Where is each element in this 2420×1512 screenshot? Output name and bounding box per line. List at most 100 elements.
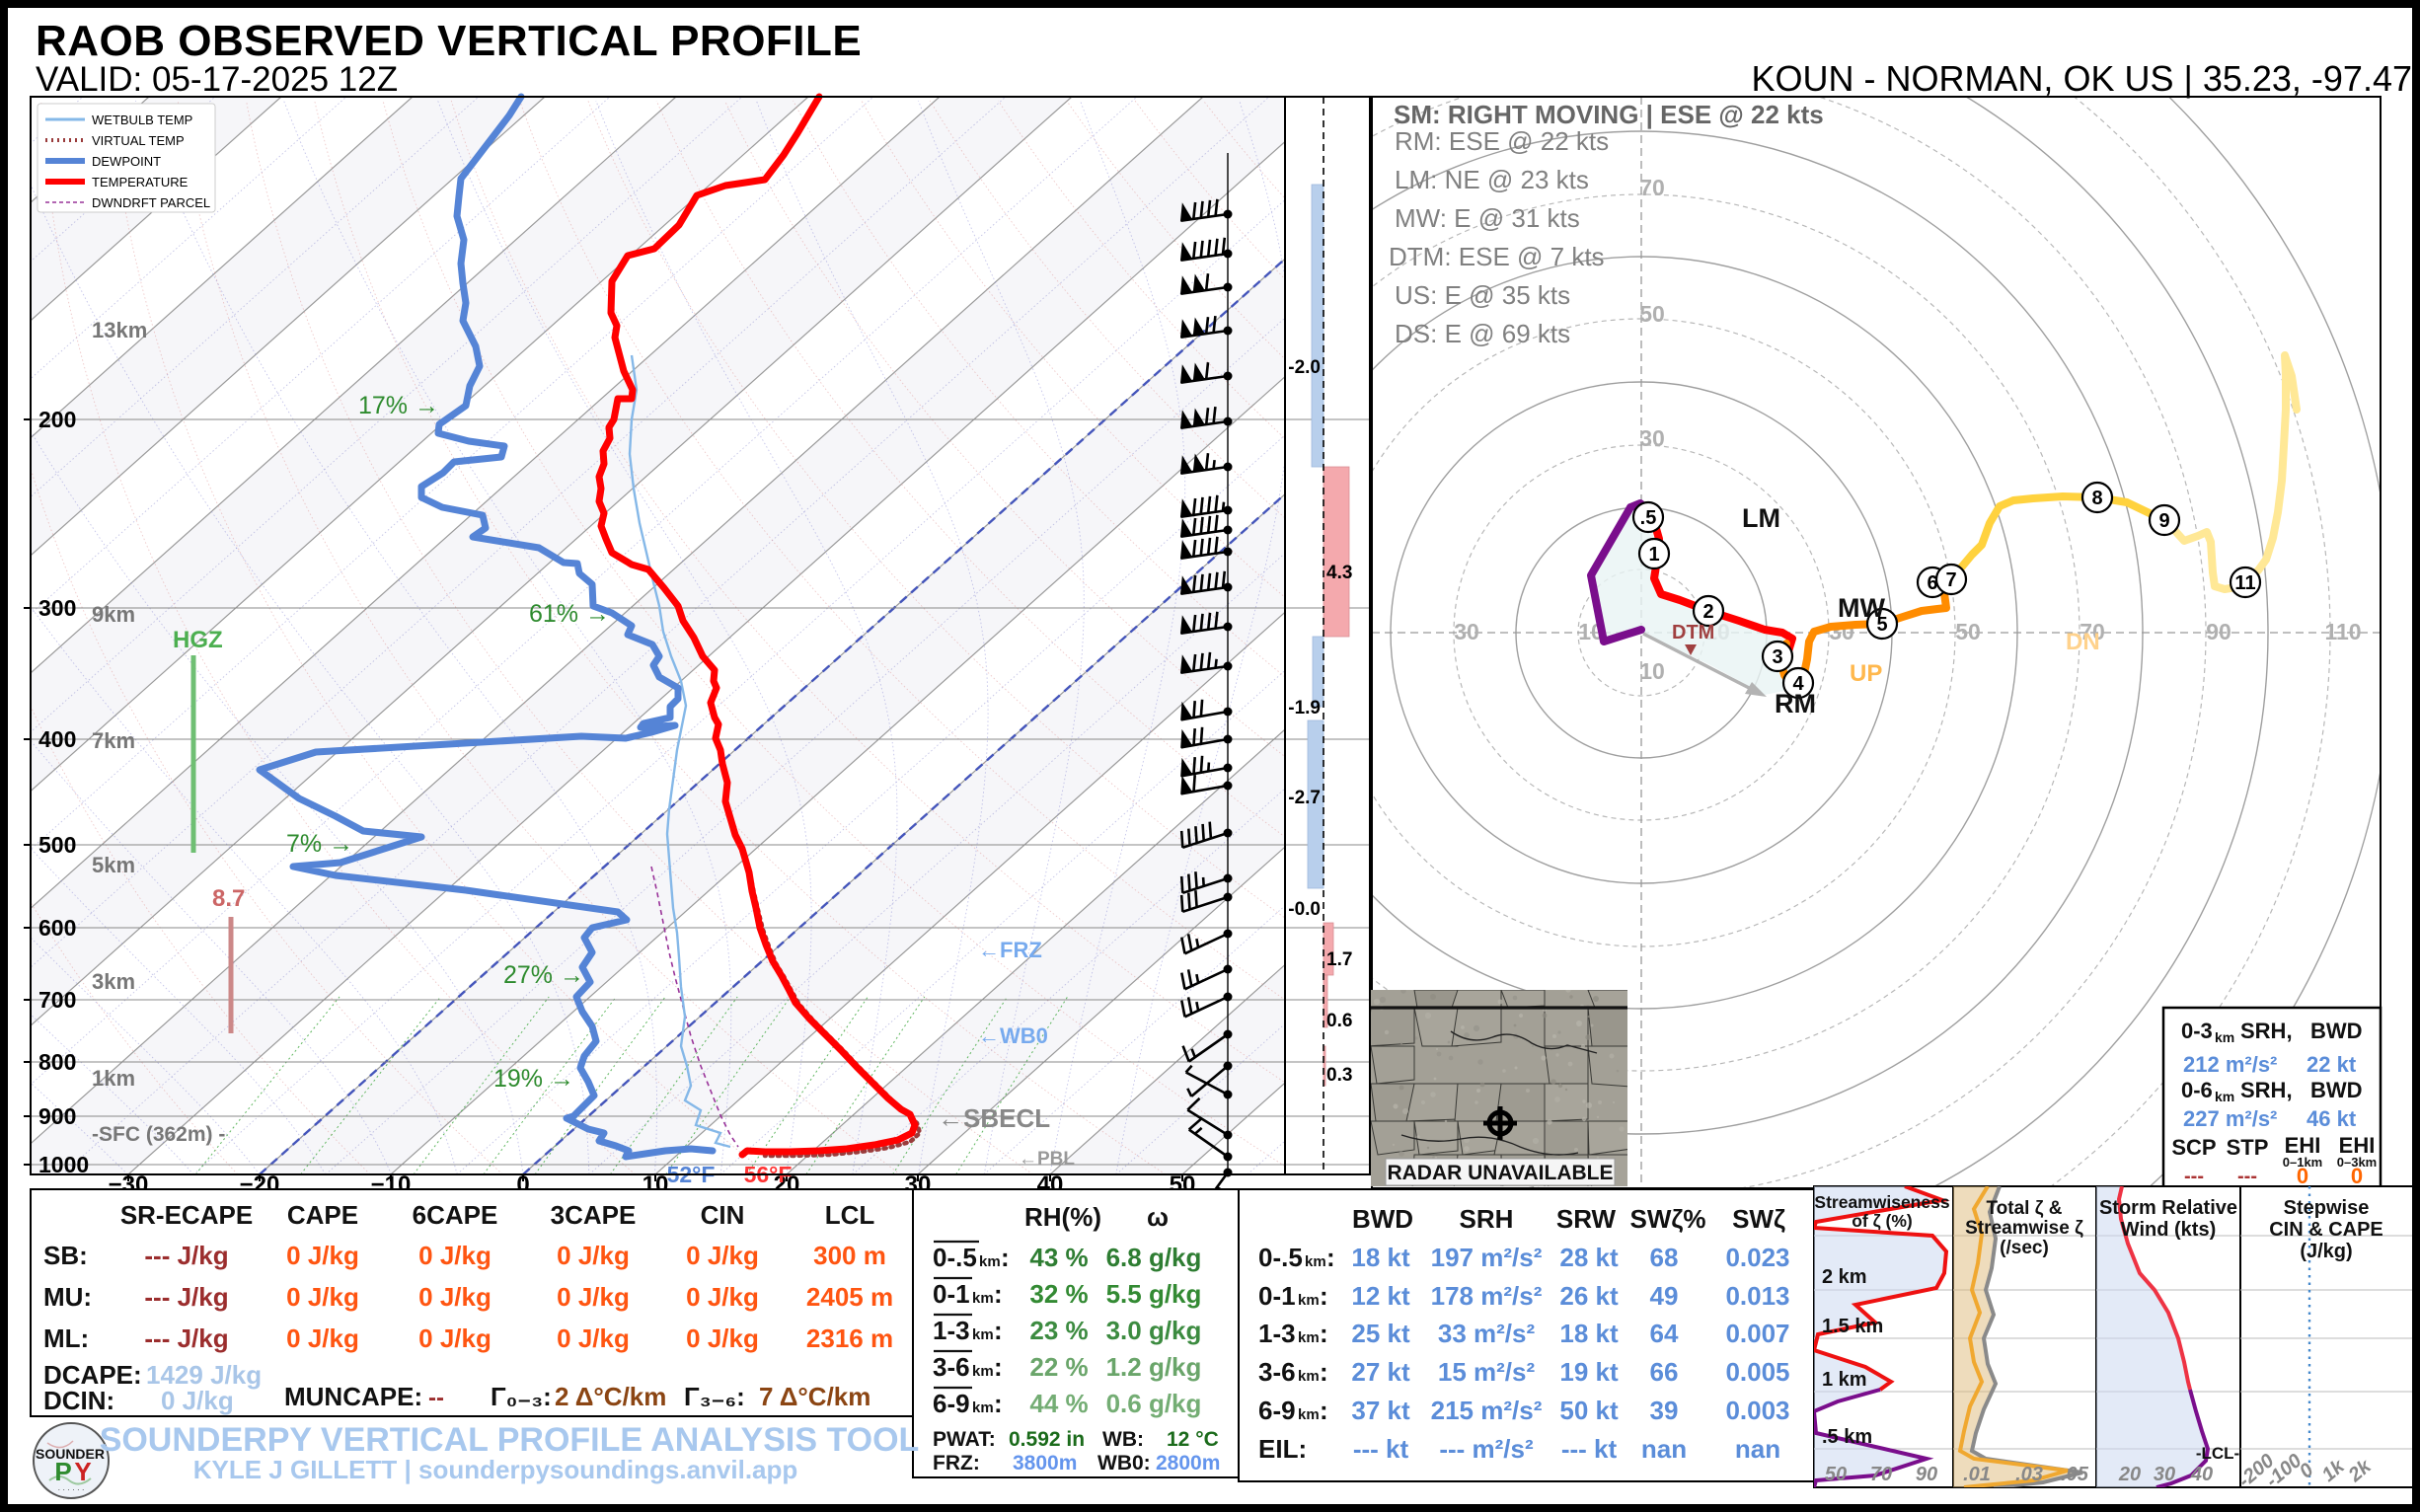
svg-text::: : bbox=[1320, 1357, 1328, 1387]
svg-text:50: 50 bbox=[1825, 1464, 1847, 1485]
svg-text::: : bbox=[994, 1352, 1003, 1382]
svg-text:←WB0: ←WB0 bbox=[978, 1023, 1048, 1048]
svg-text:0-6: 0-6 bbox=[2181, 1078, 2213, 1102]
svg-text:2316 m: 2316 m bbox=[806, 1323, 893, 1353]
svg-text:49: 49 bbox=[1650, 1281, 1679, 1311]
svg-text:70: 70 bbox=[2080, 619, 2105, 644]
svg-text:DWNDRFT PARCEL: DWNDRFT PARCEL bbox=[92, 195, 210, 210]
svg-text:BWD: BWD bbox=[2310, 1019, 2363, 1043]
svg-text:3CAPE: 3CAPE bbox=[551, 1200, 637, 1230]
svg-text:4.3: 4.3 bbox=[1326, 563, 1352, 583]
svg-text:64: 64 bbox=[1650, 1319, 1679, 1348]
svg-text:DTM: DTM bbox=[1672, 622, 1714, 643]
svg-text:5: 5 bbox=[1876, 614, 1887, 636]
svg-text:←FRZ: ←FRZ bbox=[978, 938, 1042, 962]
svg-text:--: -- bbox=[428, 1385, 444, 1411]
svg-text:WB:: WB: bbox=[1102, 1428, 1144, 1451]
svg-text:--- J/kg: --- J/kg bbox=[144, 1241, 228, 1270]
svg-text:RM: RM bbox=[1775, 689, 1816, 718]
svg-text:6-9: 6-9 bbox=[1258, 1396, 1296, 1425]
svg-text:.5: .5 bbox=[1640, 507, 1657, 529]
svg-text:0.592 in: 0.592 in bbox=[1009, 1428, 1085, 1451]
svg-text::: : bbox=[1320, 1281, 1328, 1311]
svg-text:600: 600 bbox=[38, 915, 76, 941]
svg-text:0.023: 0.023 bbox=[1725, 1243, 1789, 1272]
svg-text:68: 68 bbox=[1650, 1243, 1679, 1272]
svg-text:km: km bbox=[972, 1399, 994, 1416]
svg-text:46 kt: 46 kt bbox=[2307, 1106, 2357, 1131]
svg-text::: : bbox=[1326, 1243, 1335, 1272]
svg-text:Streamwise ζ: Streamwise ζ bbox=[1965, 1218, 2083, 1239]
svg-text:8.7: 8.7 bbox=[212, 885, 245, 912]
svg-text:0–1km: 0–1km bbox=[2283, 1155, 2322, 1170]
svg-text:13km: 13km bbox=[92, 318, 147, 342]
svg-text:--- kt: --- kt bbox=[1561, 1434, 1618, 1464]
svg-text:0-.5: 0-.5 bbox=[1258, 1243, 1303, 1272]
svg-text:RH(%): RH(%) bbox=[1024, 1202, 1101, 1232]
svg-text:DN: DN bbox=[2066, 629, 2100, 655]
svg-text:ML:: ML: bbox=[43, 1323, 89, 1353]
svg-text:LM: LM bbox=[1742, 503, 1780, 533]
svg-text:26 kt: 26 kt bbox=[1559, 1281, 1619, 1311]
svg-text:US: E @ 35 kts: US: E @ 35 kts bbox=[1395, 280, 1570, 310]
svg-text:EHI: EHI bbox=[2339, 1133, 2376, 1158]
svg-text:500: 500 bbox=[38, 832, 76, 858]
svg-text:-0.0: -0.0 bbox=[1288, 899, 1321, 920]
svg-text:5.5 g/kg: 5.5 g/kg bbox=[1106, 1279, 1202, 1309]
svg-text:km: km bbox=[2215, 1029, 2234, 1045]
svg-text:400: 400 bbox=[38, 726, 76, 752]
svg-text:215 m²/s²: 215 m²/s² bbox=[1431, 1396, 1543, 1425]
svg-text:BWD: BWD bbox=[1352, 1204, 1413, 1234]
svg-text:0 J/kg: 0 J/kg bbox=[557, 1282, 630, 1312]
svg-text:1-3: 1-3 bbox=[933, 1316, 970, 1345]
svg-text:-1.9: -1.9 bbox=[1288, 698, 1321, 718]
svg-text::: : bbox=[1001, 1243, 1010, 1272]
svg-text:CAPE: CAPE bbox=[287, 1200, 358, 1230]
svg-text:0 J/kg: 0 J/kg bbox=[286, 1323, 359, 1353]
svg-text:MW: E @ 31 kts: MW: E @ 31 kts bbox=[1395, 203, 1580, 233]
svg-text:Wind (kts): Wind (kts) bbox=[2121, 1219, 2216, 1241]
svg-text:18 kt: 18 kt bbox=[1351, 1243, 1410, 1272]
svg-text:6.8 g/kg: 6.8 g/kg bbox=[1106, 1243, 1202, 1272]
svg-text:110: 110 bbox=[2324, 619, 2361, 644]
svg-text:5km: 5km bbox=[92, 853, 135, 877]
svg-text:0.6: 0.6 bbox=[1326, 1011, 1352, 1031]
svg-text:.01: .01 bbox=[1963, 1464, 1991, 1485]
svg-text:MUNCAPE:: MUNCAPE: bbox=[284, 1382, 422, 1411]
svg-text:Stepwise: Stepwise bbox=[2284, 1197, 2370, 1219]
svg-text:0: 0 bbox=[2351, 1164, 2363, 1188]
svg-text:11: 11 bbox=[2234, 572, 2255, 594]
svg-text:RAOB OBSERVED VERTICAL PROFILE: RAOB OBSERVED VERTICAL PROFILE bbox=[36, 17, 862, 65]
svg-text:KOUN - NORMAN, OK US | 35.23,: KOUN - NORMAN, OK US | 35.23, -97.47 bbox=[1751, 58, 2412, 99]
svg-text:SOUNDER: SOUNDER bbox=[36, 1446, 105, 1462]
svg-text:.03: .03 bbox=[2015, 1464, 2043, 1485]
svg-text:30: 30 bbox=[1454, 619, 1479, 644]
svg-text:0 J/kg: 0 J/kg bbox=[686, 1282, 759, 1312]
svg-text:3-6: 3-6 bbox=[933, 1352, 970, 1382]
svg-text:4: 4 bbox=[1792, 673, 1804, 695]
svg-text:1: 1 bbox=[1648, 544, 1659, 566]
svg-text:1429 J/kg: 1429 J/kg bbox=[146, 1360, 262, 1390]
svg-text:0 J/kg: 0 J/kg bbox=[161, 1386, 234, 1415]
svg-text:0 J/kg: 0 J/kg bbox=[686, 1323, 759, 1353]
svg-text:44 %: 44 % bbox=[1029, 1389, 1088, 1418]
svg-text:Y: Y bbox=[74, 1457, 91, 1486]
svg-text:9km: 9km bbox=[92, 602, 135, 627]
svg-text:700: 700 bbox=[38, 987, 76, 1013]
svg-text::: : bbox=[994, 1279, 1003, 1309]
svg-text:---: --- bbox=[2237, 1166, 2257, 1187]
svg-text:-2.7: -2.7 bbox=[1288, 788, 1321, 808]
svg-text:22 kt: 22 kt bbox=[2307, 1052, 2357, 1077]
svg-text:-2.0: -2.0 bbox=[1288, 357, 1321, 378]
svg-text:SWζ: SWζ bbox=[1732, 1204, 1785, 1234]
svg-text:1-3: 1-3 bbox=[1258, 1319, 1296, 1348]
svg-text::: : bbox=[1320, 1319, 1328, 1348]
svg-text:10: 10 bbox=[1639, 658, 1665, 684]
svg-text:0.007: 0.007 bbox=[1725, 1319, 1789, 1348]
svg-text:33 m²/s²: 33 m²/s² bbox=[1438, 1319, 1536, 1348]
svg-text:0.6 g/kg: 0.6 g/kg bbox=[1106, 1389, 1202, 1418]
svg-text:TEMPERATURE: TEMPERATURE bbox=[92, 175, 189, 189]
svg-text:1.7: 1.7 bbox=[1326, 949, 1352, 970]
svg-text:SR-ECAPE: SR-ECAPE bbox=[120, 1200, 253, 1230]
svg-text:0 J/kg: 0 J/kg bbox=[418, 1241, 492, 1270]
